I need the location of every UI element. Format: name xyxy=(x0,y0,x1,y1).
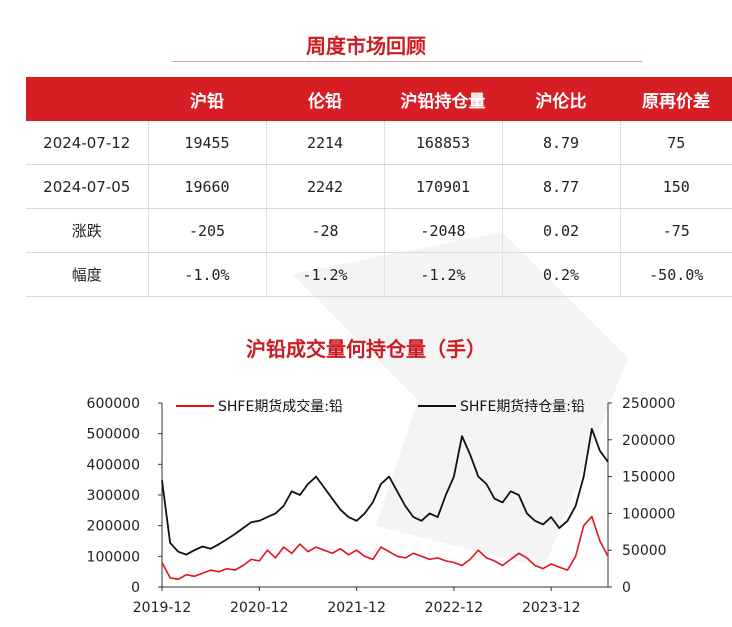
header-cell: 沪铅 xyxy=(148,77,266,121)
y-right-tick-label: 0 xyxy=(622,580,631,596)
x-tick-label: 2019-12 xyxy=(133,600,192,616)
table-cell: -1.0% xyxy=(148,252,267,297)
table-cell: -1.2% xyxy=(266,252,385,297)
x-tick-label: 2023-12 xyxy=(522,600,581,616)
y-left-tick-label: 300000 xyxy=(87,488,140,504)
table-cell: -28 xyxy=(266,208,385,253)
y-left-tick-label: 0 xyxy=(131,580,140,596)
table-cell: 涨跌 xyxy=(26,208,149,253)
legend-label: SHFE期货持仓量:铅 xyxy=(460,398,585,415)
title-underline xyxy=(172,61,642,62)
x-tick-label: 2021-12 xyxy=(327,600,386,616)
header-cell xyxy=(26,77,148,121)
table-cell: 170901 xyxy=(384,164,503,209)
table-cell: 8.77 xyxy=(502,164,621,209)
y-right-tick-label: 100000 xyxy=(622,506,675,522)
weekly-review-table: 沪铅 伦铅 沪铅持仓量 沪伦比 原再价差 2024-07-12 19455 22… xyxy=(26,77,732,297)
table-row: 涨跌 -205 -28 -2048 0.02 -75 xyxy=(26,208,732,253)
table-cell: 0.2% xyxy=(502,252,621,297)
table-cell: 2024-07-12 xyxy=(26,121,149,165)
table-cell: 8.79 xyxy=(502,121,621,165)
table-cell: -1.2% xyxy=(384,252,503,297)
y-left-tick-label: 100000 xyxy=(87,549,140,565)
header-cell: 沪铅持仓量 xyxy=(384,77,502,121)
table-row: 2024-07-12 19455 2214 168853 8.79 75 xyxy=(26,121,732,165)
y-right-tick-label: 200000 xyxy=(622,433,675,449)
table-row: 幅度 -1.0% -1.2% -1.2% 0.2% -50.0% xyxy=(26,252,732,297)
legend-label: SHFE期货成交量:铅 xyxy=(218,398,343,415)
table-header-row: 沪铅 伦铅 沪铅持仓量 沪伦比 原再价差 xyxy=(26,77,732,121)
header-cell: 沪伦比 xyxy=(502,77,620,121)
header-cell: 原再价差 xyxy=(620,77,732,121)
table-cell: 2242 xyxy=(266,164,385,209)
y-left-tick-label: 600000 xyxy=(87,396,140,412)
table-cell: 19455 xyxy=(148,121,267,165)
table-cell: -2048 xyxy=(384,208,503,253)
y-right-tick-label: 50000 xyxy=(622,543,667,559)
x-tick-label: 2020-12 xyxy=(230,600,289,616)
table-cell: -50.0% xyxy=(620,252,732,297)
table-cell: -205 xyxy=(148,208,267,253)
table-cell: 2024-07-05 xyxy=(26,164,149,209)
table-cell: 0.02 xyxy=(502,208,621,253)
table-cell: 2214 xyxy=(266,121,385,165)
series-line-open-interest xyxy=(161,427,609,556)
y-left-tick-label: 200000 xyxy=(87,519,140,535)
series-line-volume xyxy=(161,515,609,581)
table-cell: 168853 xyxy=(384,121,503,165)
table-title: 周度市场回顾 xyxy=(306,34,426,58)
header-cell: 伦铅 xyxy=(266,77,384,121)
y-left-tick-label: 500000 xyxy=(87,427,140,443)
y-right-tick-label: 150000 xyxy=(622,470,675,486)
table-cell: -75 xyxy=(620,208,732,253)
table-cell: 19660 xyxy=(148,164,267,209)
table-cell: 幅度 xyxy=(26,252,149,297)
y-left-tick-label: 400000 xyxy=(87,457,140,473)
x-tick-label: 2022-12 xyxy=(425,600,484,616)
table-row: 2024-07-05 19660 2242 170901 8.77 150 xyxy=(26,164,732,209)
table-cell: 75 xyxy=(620,121,732,165)
y-right-tick-label: 250000 xyxy=(622,396,675,412)
table-cell: 150 xyxy=(620,164,732,209)
chart-title: 沪铅成交量何持仓量（手） xyxy=(246,337,486,361)
